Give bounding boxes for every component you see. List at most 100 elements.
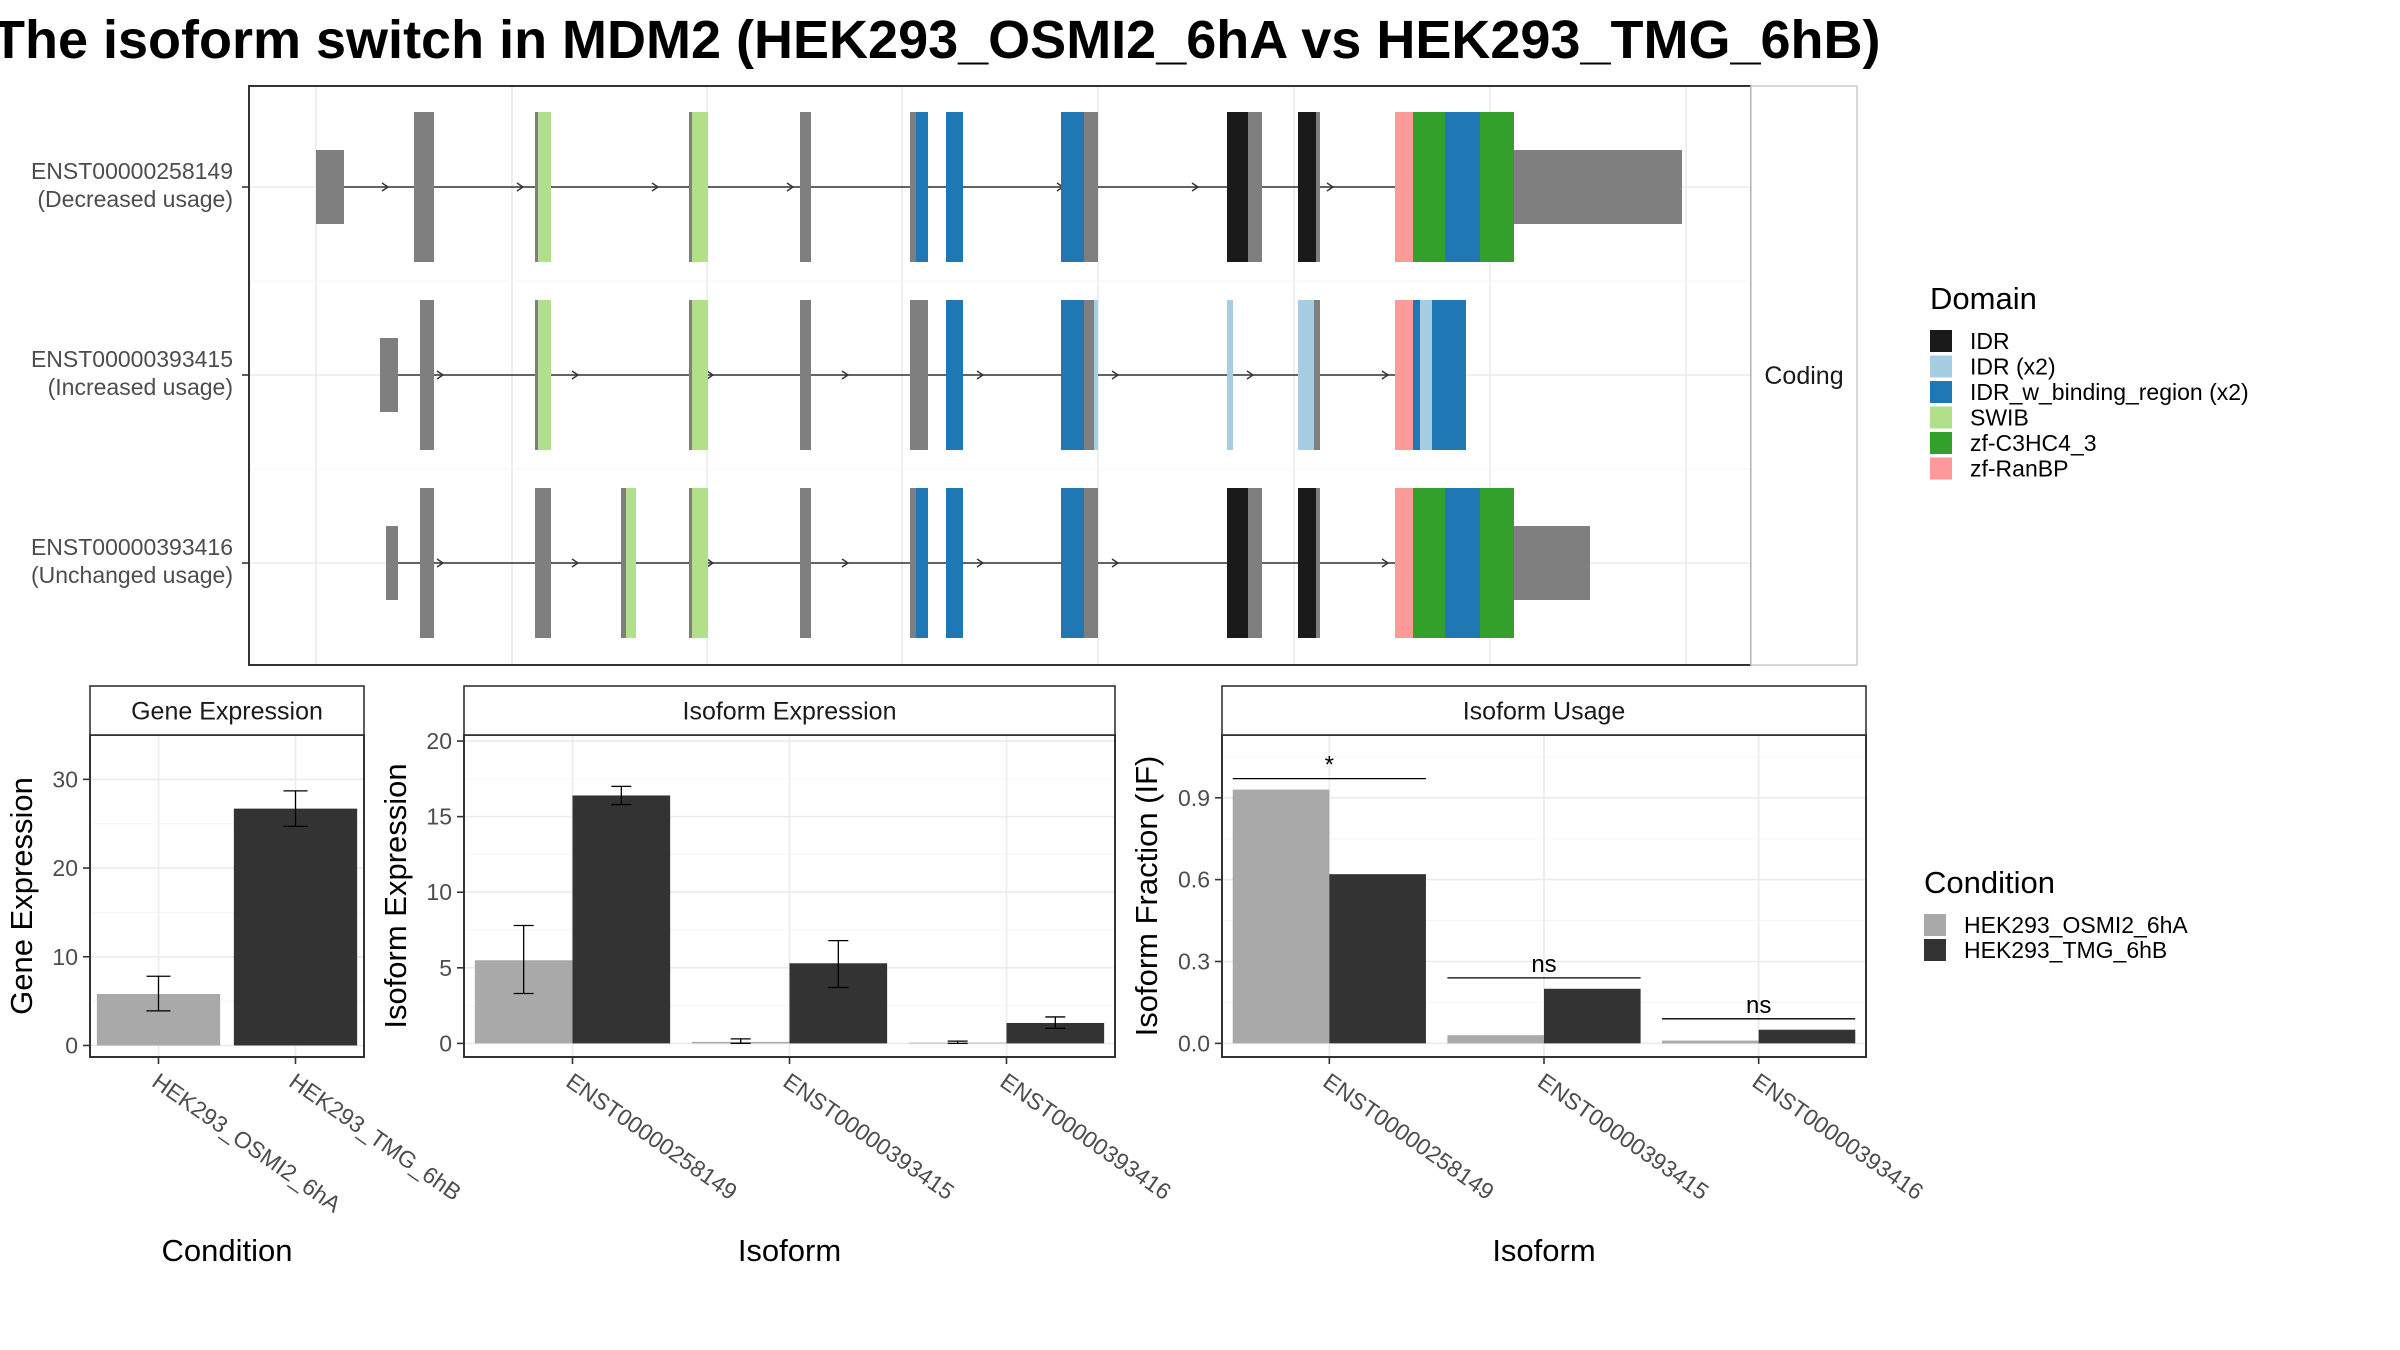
- domain-segment: [1420, 300, 1432, 450]
- y-tick-label: 20: [52, 855, 78, 881]
- domain-segment: [1480, 488, 1494, 638]
- exon-domain: [800, 488, 811, 638]
- y-tick-label: 0: [65, 1032, 78, 1058]
- utr-exon: [1514, 526, 1590, 600]
- y-tick-label: 0.6: [1178, 867, 1210, 893]
- y-tick-label: 0: [439, 1030, 452, 1056]
- exon-part: [1316, 488, 1320, 638]
- exon-part: [1314, 300, 1320, 450]
- intron-arrow-icon: [1111, 370, 1120, 380]
- domain-legend-key: [1930, 457, 1952, 480]
- exon-part: [535, 112, 538, 262]
- intron-arrow-icon: [571, 558, 580, 568]
- exon-domain: [535, 112, 551, 262]
- figure-title: The isoform switch in MDM2 (HEK293_OSMI2…: [0, 10, 1880, 70]
- exon-domain: [1227, 300, 1233, 450]
- gene-expression-chart: Gene Expression0102030HEK293_OSMI2_6hAHE…: [4, 685, 466, 1268]
- exon: [420, 488, 434, 638]
- x-axis-title: Condition: [162, 1233, 293, 1268]
- intron-arrow-icon: [651, 182, 660, 192]
- exon-domain: [800, 112, 811, 262]
- x-axis-title: Isoform: [1492, 1233, 1595, 1268]
- exon-domain: [689, 300, 708, 450]
- facet-strip-box: [1750, 85, 1858, 666]
- chart-title: Isoform Expression: [683, 698, 897, 726]
- domain-legend-label: zf-RanBP: [1970, 456, 2068, 482]
- domain-segment: [1480, 112, 1494, 262]
- intron-arrow-icon: [1326, 182, 1335, 192]
- bar: [572, 795, 671, 1044]
- bar: [1662, 1040, 1759, 1044]
- condition-legend-label: HEK293_TMG_6hB: [1964, 937, 2167, 963]
- exon-domain: [946, 112, 963, 262]
- y-axis-title: Gene Expression: [4, 777, 39, 1015]
- condition-legend-title: Condition: [1924, 865, 2055, 900]
- chart-title: Gene Expression: [131, 698, 323, 726]
- condition-legend-key: [1924, 914, 1946, 936]
- exon-part: [1316, 112, 1320, 262]
- exon-part: [689, 300, 692, 450]
- domain-legend-key: [1930, 432, 1952, 454]
- exon-part: [910, 300, 916, 450]
- intron-arrow-icon: [436, 558, 445, 568]
- exon-domain: [535, 300, 551, 450]
- y-tick-label: 0.0: [1178, 1030, 1210, 1056]
- domain-legend-label: SWIB: [1970, 405, 2029, 431]
- exon-part: [689, 488, 692, 638]
- exon-domain: [1298, 112, 1320, 262]
- domain-legend-key: [1930, 355, 1952, 378]
- significance-label: ns: [1531, 951, 1556, 978]
- exon-domain: [946, 300, 963, 450]
- intron-arrow-icon: [841, 558, 850, 568]
- isoform-label: ENST00000258149: [31, 158, 233, 184]
- isoform-label: ENST00000393415: [31, 346, 233, 372]
- domain-legend-label: zf-C3HC4_3: [1970, 430, 2097, 456]
- y-tick-label: 10: [426, 879, 452, 905]
- y-tick-label: 30: [52, 766, 78, 792]
- exon-domain: [535, 488, 551, 638]
- domain-segment: [1445, 488, 1480, 638]
- condition-legend-label: HEK293_OSMI2_6hA: [1964, 912, 2188, 938]
- y-tick-label: 20: [426, 728, 452, 754]
- isoform-usage-label: (Unchanged usage): [31, 562, 233, 588]
- intron-arrow-icon: [1111, 558, 1120, 568]
- exon: [420, 300, 434, 450]
- exon-part: [1248, 488, 1262, 638]
- x-tick-label: ENST00000393415: [1533, 1068, 1713, 1205]
- y-tick-label: 0.9: [1178, 785, 1210, 811]
- isoform-structure-panel: ENST00000258149(Decreased usage) ENST0000…: [31, 85, 1752, 666]
- y-axis-title: Isoform Expression: [378, 763, 413, 1028]
- bar: [233, 808, 358, 1046]
- condition-legend-key: [1924, 939, 1946, 961]
- exon-part: [535, 300, 538, 450]
- intron-arrow-icon: [1381, 370, 1390, 380]
- exon-part: [910, 112, 916, 262]
- x-tick-label: ENST00000393416: [1748, 1068, 1928, 1205]
- isoform-track: [380, 300, 1466, 450]
- exon-domain: [800, 300, 811, 450]
- utr-exon: [316, 150, 344, 224]
- intron-arrow-icon: [571, 370, 580, 380]
- bar: [1232, 789, 1330, 1044]
- isoform-track: [386, 488, 1590, 638]
- domain-legend-key: [1930, 381, 1952, 403]
- isoform-usage-label: (Decreased usage): [37, 186, 233, 212]
- x-tick-label: ENST00000258149: [562, 1068, 742, 1205]
- x-tick-label: ENST00000393415: [779, 1068, 959, 1205]
- exon-part: [1248, 112, 1262, 262]
- significance-label: *: [1325, 752, 1334, 779]
- intron-arrow-icon: [516, 182, 525, 192]
- facet-strip: Coding: [1750, 85, 1858, 666]
- domain-segment: [1395, 488, 1413, 638]
- chart-title: Isoform Usage: [1463, 698, 1626, 726]
- exon-part: [1084, 112, 1098, 262]
- domain-legend-title: Domain: [1930, 281, 2037, 316]
- strip-box: [1221, 685, 1867, 736]
- strip-box: [89, 685, 365, 736]
- domain-legend-key: [1930, 406, 1952, 429]
- y-axis-title: Isoform Fraction (IF): [1129, 756, 1164, 1037]
- domain-segment: [1395, 112, 1413, 262]
- domain-legend-key: [1930, 330, 1952, 352]
- y-tick-label: 5: [439, 955, 452, 981]
